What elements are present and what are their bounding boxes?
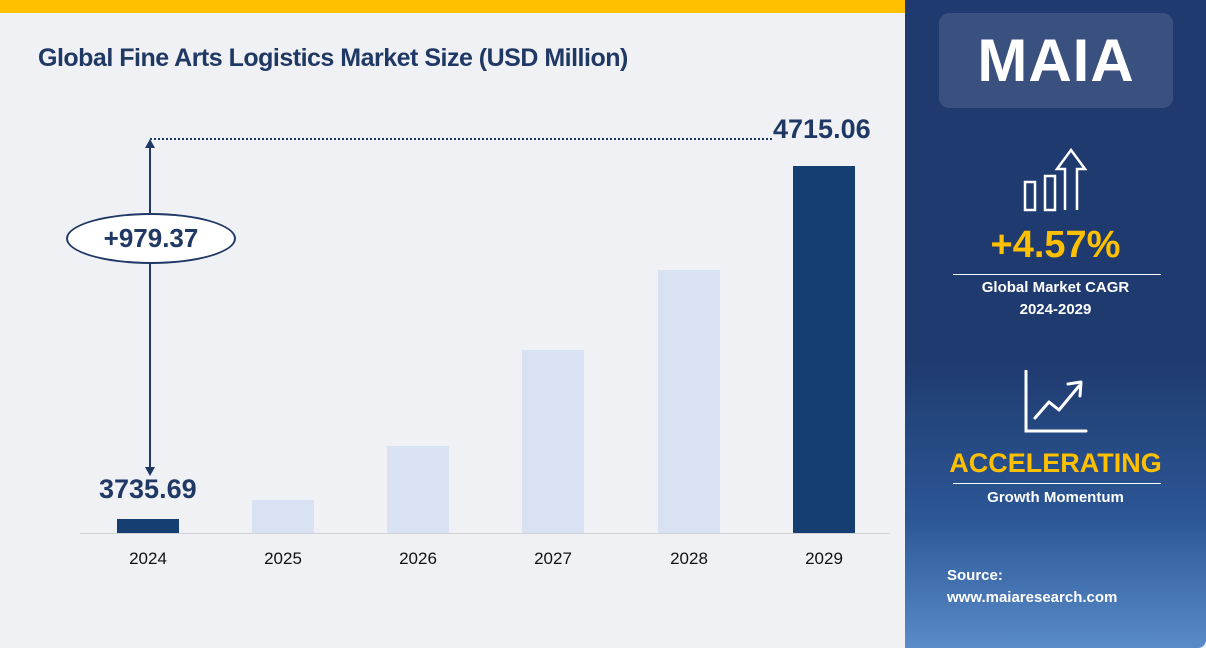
source-label: Source: bbox=[947, 567, 1003, 584]
cagr-label: Global Market CAGR 2024-2029 bbox=[981, 279, 1130, 318]
momentum-label: Growth Momentum bbox=[987, 489, 1124, 506]
source-url[interactable]: www.maiaresearch.com bbox=[947, 589, 1118, 606]
bar-chart-arrow-up-icon bbox=[1023, 147, 1088, 212]
arrow-down-icon bbox=[145, 467, 155, 476]
chart-title: Global Fine Arts Logistics Market Size (… bbox=[38, 44, 628, 72]
x-tick-label: 2029 bbox=[805, 549, 843, 568]
brand-logo: MAIA bbox=[939, 13, 1173, 108]
momentum-value: ACCELERATING bbox=[949, 448, 1162, 478]
bar-2027 bbox=[522, 350, 584, 533]
bar-2025 bbox=[252, 500, 314, 533]
cagr-value: +4.57% bbox=[990, 224, 1121, 266]
bar-chart: +979.37 3735.69 4715.06 2024 2025 2026 2027… bbox=[66, 114, 890, 568]
x-axis-line bbox=[80, 533, 890, 534]
x-tick-label: 2026 bbox=[399, 549, 437, 568]
bar-2028 bbox=[658, 270, 720, 533]
bar-2029 bbox=[793, 166, 855, 533]
bar-2024 bbox=[117, 519, 179, 533]
arrow-up-icon bbox=[145, 139, 155, 148]
x-tick-label: 2024 bbox=[129, 549, 167, 568]
x-tick-label: 2027 bbox=[534, 549, 572, 568]
sidebar-panel: MAIA +4.57% Global Market CAGR 2024-2029… bbox=[905, 0, 1206, 648]
bar-2026 bbox=[387, 446, 449, 533]
x-tick-label: 2025 bbox=[264, 549, 302, 568]
growth-difference-badge: +979.37 bbox=[66, 213, 236, 264]
source-block: Source: www.maiaresearch.com bbox=[947, 565, 1117, 609]
x-tick-label: 2028 bbox=[670, 549, 708, 568]
top-accent-bar bbox=[0, 0, 905, 13]
line-chart-trend-icon bbox=[1024, 370, 1088, 433]
divider bbox=[953, 483, 1161, 484]
growth-arrow-line-lower bbox=[149, 264, 151, 469]
start-value-label: 3735.69 bbox=[99, 474, 197, 504]
end-value-label: 4715.06 bbox=[773, 114, 871, 144]
divider bbox=[953, 274, 1161, 275]
growth-arrow-line-upper bbox=[149, 142, 151, 213]
max-value-guide-line bbox=[150, 138, 772, 140]
